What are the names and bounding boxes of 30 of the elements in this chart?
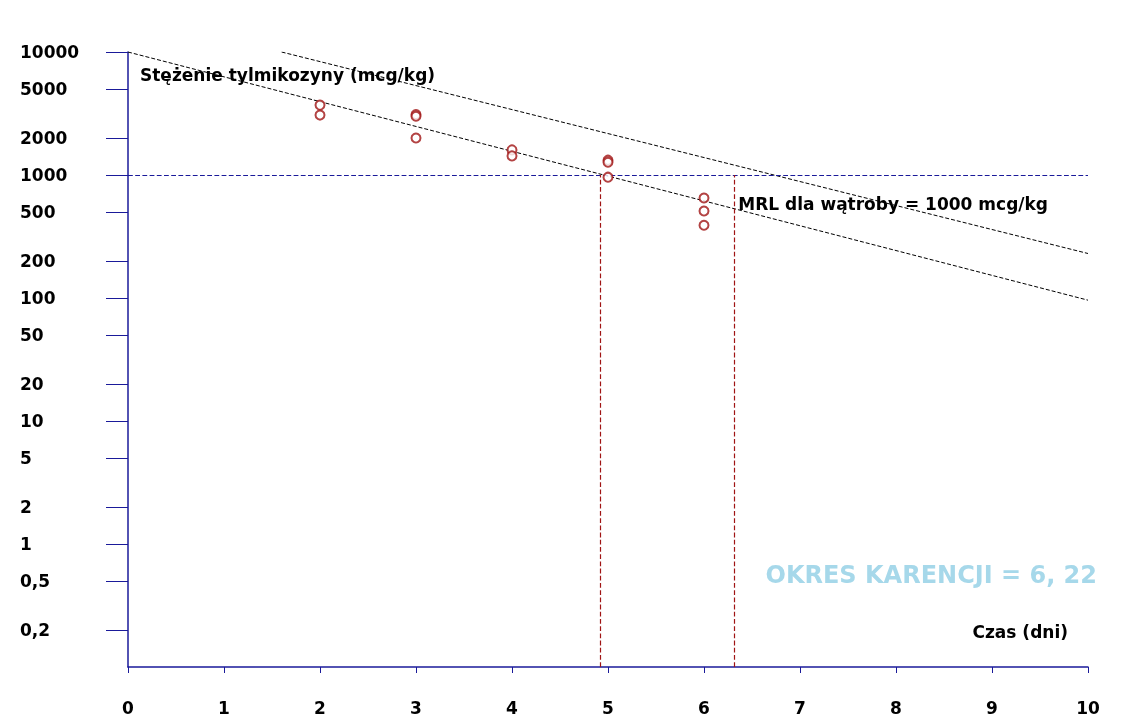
y-tick-label: 5000 xyxy=(20,79,68,100)
y-tick-label: 5 xyxy=(20,448,32,469)
y-tick-label: 20 xyxy=(20,373,44,394)
y-tick-label: 0,2 xyxy=(20,619,51,640)
x-tick-label: 8 xyxy=(890,697,902,718)
y-tick-label: 10 xyxy=(20,411,44,431)
x-tick-label: 5 xyxy=(602,697,614,718)
x-tick-label: 6 xyxy=(698,697,710,718)
x-tick-label: 0 xyxy=(122,697,135,718)
y-tick-label: 50 xyxy=(20,325,44,346)
y-tick-label: 1 xyxy=(20,534,32,554)
x-tick-label: 10 xyxy=(1076,697,1100,718)
y-tick-label: 200 xyxy=(20,250,56,271)
y-axis-title: Stężenie tylmikozyny (mcg/kg) xyxy=(140,64,436,85)
x-tick-label: 1 xyxy=(218,697,230,718)
annotation: OKRES KARENCJI = 6, 22 xyxy=(765,561,1097,589)
x-tick-label: 2 xyxy=(314,697,326,718)
x-tick-label: 9 xyxy=(986,697,998,718)
y-tick-label: 100 xyxy=(20,288,56,308)
y-tick-label: 500 xyxy=(20,202,56,223)
x-tick-label: 4 xyxy=(506,697,519,718)
y-tick-label: 0,5 xyxy=(20,571,51,592)
y-tick-label: 10000 xyxy=(20,42,80,62)
x-tick-label: 7 xyxy=(794,697,806,718)
y-tick-label: 2 xyxy=(20,496,32,517)
y-tick-label: 1000 xyxy=(20,165,68,185)
x-axis-title: Czas (dni) xyxy=(972,621,1069,642)
y-tick-label: 2000 xyxy=(20,127,68,148)
x-tick-label: 3 xyxy=(410,697,422,718)
ref-line-label: MRL dla wątroby = 1000 mcg/kg xyxy=(738,193,1048,214)
